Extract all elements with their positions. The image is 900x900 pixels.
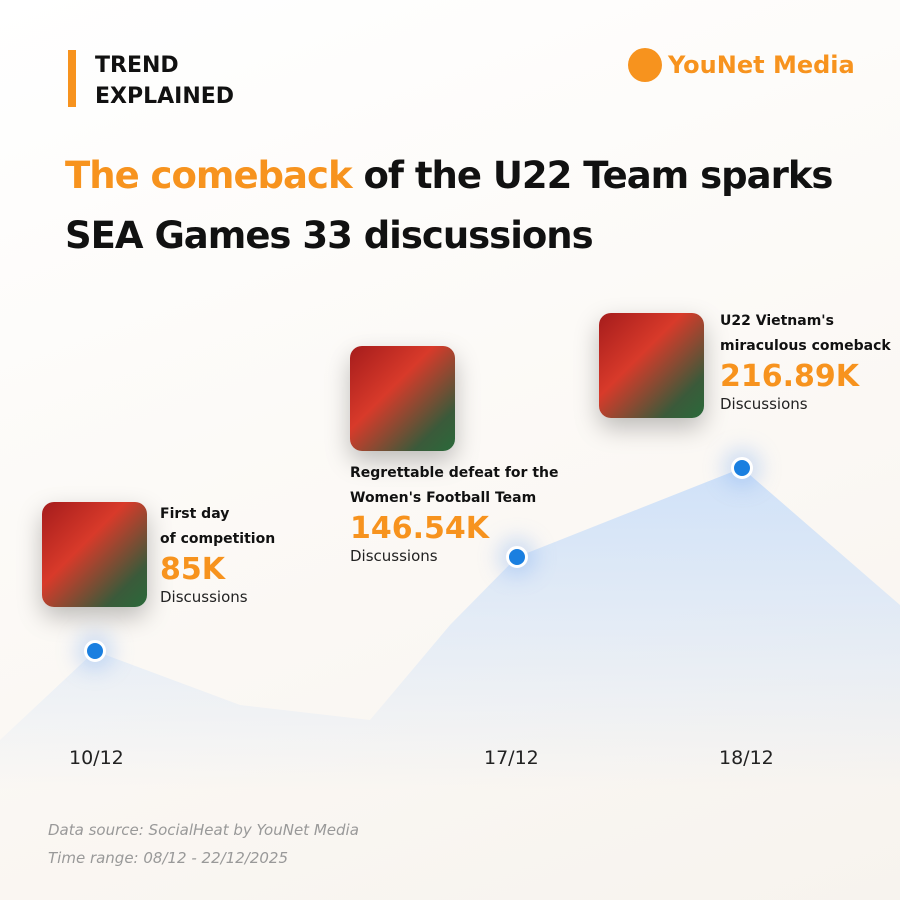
footer: Data source: SocialHeat by YouNet Media T… — [48, 816, 359, 872]
date: 17/12 — [484, 747, 539, 769]
event-value: 146.54K — [350, 511, 490, 546]
event: Regrettable defeat for the Women's Footb… — [350, 461, 558, 565]
brand: YouNet Media — [628, 48, 855, 82]
title-text: of the U22 Team sparks — [363, 154, 833, 197]
event-label: Regrettable defeat for the — [350, 465, 559, 481]
title-text: SEA Games 33 discussions — [65, 214, 594, 257]
date: 18/12 — [719, 747, 774, 769]
brand-name: YouNet Media — [668, 51, 855, 79]
event: First day of competition 85K Discussions — [160, 502, 275, 606]
event-label: U22 Vietnam's — [720, 313, 834, 329]
tag: TREND EXPLAINED — [95, 50, 234, 112]
event-label: of competition — [160, 531, 276, 547]
title-highlight: The comeback — [65, 154, 353, 197]
tag-line: EXPLAINED — [95, 84, 235, 109]
source: Data source: SocialHeat by YouNet Media — [48, 821, 359, 839]
photo — [599, 313, 704, 418]
accent-bar — [68, 50, 76, 107]
point — [506, 546, 528, 568]
point — [84, 640, 106, 662]
logo — [628, 48, 662, 82]
title: The comeback of the U22 Team sparks SEA G… — [65, 146, 833, 266]
event-unit: Discussions — [350, 547, 438, 565]
event-label: Women's Football Team — [350, 490, 537, 506]
photo — [350, 346, 455, 451]
event-value: 216.89K — [720, 359, 860, 394]
photo — [42, 502, 147, 607]
event-label: First day — [160, 506, 230, 522]
event-label: miraculous comeback — [720, 338, 891, 354]
event-value: 85K — [160, 552, 225, 587]
event-unit: Discussions — [160, 588, 248, 606]
event-unit: Discussions — [720, 395, 808, 413]
tag-line: TREND — [95, 53, 179, 78]
point — [731, 457, 753, 479]
time-range: Time range: 08/12 - 22/12/2025 — [48, 849, 289, 867]
date: 10/12 — [69, 747, 124, 769]
event: U22 Vietnam's miraculous comeback 216.89… — [720, 309, 891, 413]
